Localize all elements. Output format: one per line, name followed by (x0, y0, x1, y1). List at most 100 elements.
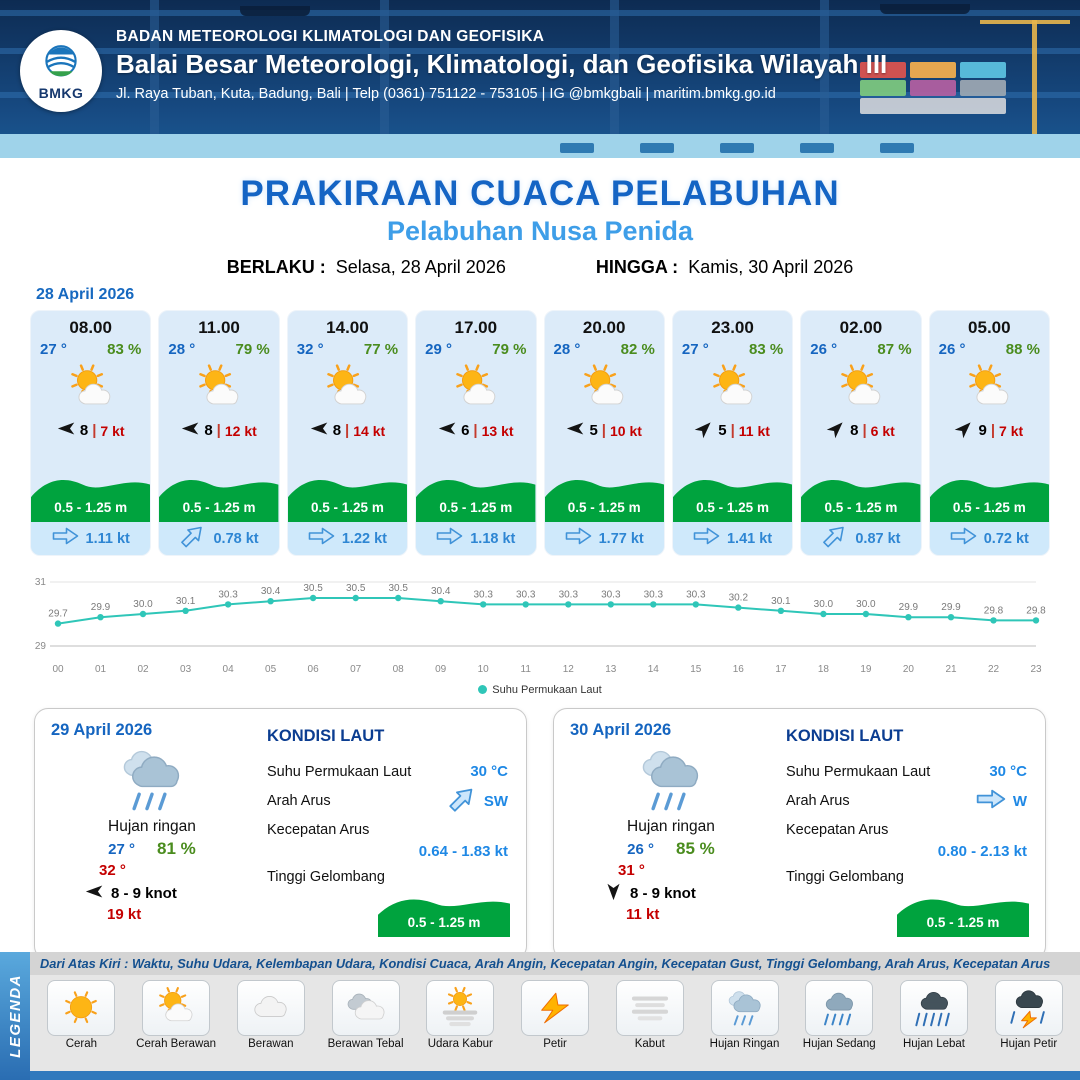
current-row: 1.41 kt (672, 522, 793, 555)
wave-height: 0.5 - 1.25 m (824, 500, 898, 515)
wave-height-row: Tinggi Gelombang (267, 869, 508, 885)
wave-height-band: 0.5 - 1.25 m (378, 887, 510, 937)
wind-speed: 5 (718, 422, 727, 439)
current-speed-row: Kecepatan Arus (267, 822, 508, 838)
wave-height-value: 0.5 - 1.25 m (926, 915, 1000, 930)
daily-wind-direction-icon (604, 883, 623, 903)
current-speed: 0.87 kt (855, 530, 901, 547)
gust-speed: 14 kt (353, 422, 386, 439)
svg-text:21: 21 (945, 664, 957, 675)
daily-wind-speed: 8 - 9 knot (630, 885, 696, 902)
sea-current-direction-icon (976, 789, 1006, 813)
sst-value: 30 °C (470, 763, 508, 780)
weather-condition-icon (416, 359, 535, 419)
air-temp: 29 ° (425, 341, 452, 358)
hourly-card: 23.00 27 ° 83 % 5 | 11 kt 0.5 - 1.25 m 1… (671, 310, 794, 556)
current-row: 1.77 kt (544, 522, 664, 555)
humidity: 83 % (749, 341, 784, 358)
wave-height-label: Tinggi Gelombang (785, 869, 904, 885)
svg-text:09: 09 (435, 664, 447, 675)
svg-text:30.1: 30.1 (771, 596, 791, 607)
legend-note: Dari Atas Kiri : Waktu, Suhu Udara, Kele… (30, 952, 1080, 975)
kabut-icon (615, 980, 684, 1036)
svg-text:30.5: 30.5 (303, 583, 323, 594)
title-section: PRAKIRAAN CUACA PELABUHAN Pelabuhan Nusa… (0, 158, 1080, 278)
header: BMKG BADAN METEOROLOGI KLIMATOLOGI DAN G… (0, 0, 1080, 158)
temp-row: 27 ° 83 % (31, 338, 150, 358)
wind-row: 9 | 7 kt (930, 421, 1049, 440)
temp-row: 28 ° 79 % (159, 338, 278, 358)
legend-item-label: Kabut (634, 1038, 665, 1050)
hourly-card: 17.00 29 ° 79 % 6 | 13 kt 0.5 - 1.25 m 1… (415, 310, 537, 556)
svg-text:30.3: 30.3 (473, 589, 493, 600)
udara-kabur-icon (426, 980, 495, 1036)
svg-text:29.9: 29.9 (91, 602, 111, 613)
validity-row: BERLAKU : Selasa, 28 April 2026 HINGGA :… (0, 257, 1080, 278)
air-temp: 27 ° (40, 341, 67, 358)
wind-direction-icon (694, 421, 714, 440)
weather-condition-icon (801, 359, 920, 419)
contact-line: Jl. Raya Tuban, Kuta, Badung, Bali | Tel… (116, 86, 776, 102)
sst-label: Suhu Permukaan Laut (785, 763, 931, 780)
weather-condition-icon (673, 359, 792, 419)
current-speed: 1.77 kt (598, 530, 644, 547)
page-title: PRAKIRAAN CUACA PELABUHAN (240, 174, 840, 213)
daily-humidity: 85 % (676, 839, 715, 858)
svg-text:30.5: 30.5 (388, 583, 408, 594)
wind-row: 8 | 7 kt (31, 421, 150, 440)
svg-text:05: 05 (265, 664, 277, 675)
legend-title: LEGENDA (6, 974, 24, 1058)
current-direction-icon (821, 526, 848, 550)
air-temp: 28 ° (553, 341, 581, 358)
legend-item: Cerah (34, 980, 129, 1050)
air-temp: 32 ° (296, 341, 324, 358)
current-row: 0.72 kt (929, 522, 1049, 555)
wave-height-band: 0.5 - 1.25 m (897, 887, 1029, 937)
time-label: 05.00 (968, 318, 1011, 337)
daily-wind-row: 8 - 9 knot (85, 884, 253, 903)
daily-temp-row: 27 ° 81 % (51, 839, 253, 859)
gust-speed: 11 kt (738, 422, 770, 439)
svg-text:16: 16 (733, 664, 745, 675)
wind-separator: | (730, 422, 735, 439)
daily-temp-min: 26 ° (627, 841, 655, 858)
weather-condition-icon (288, 359, 407, 419)
legend-item-label: Hujan Lebat (902, 1038, 965, 1050)
hourly-forecast-row: 08.00 27 ° 83 % 8 | 7 kt 0.5 - 1.25 m 1.… (0, 310, 1080, 556)
current-row: 1.11 kt (31, 522, 151, 555)
legend-section: LEGENDA Dari Atas Kiri : Waktu, Suhu Uda… (0, 952, 1080, 1080)
svg-text:30.1: 30.1 (176, 596, 196, 607)
wave-height-band: 0.5 - 1.25 m (929, 466, 1049, 522)
svg-text:29: 29 (35, 641, 47, 652)
current-row: 1.22 kt (287, 522, 408, 555)
legend-item: Hujan Sedang (792, 980, 887, 1050)
humidity: 83 % (107, 341, 142, 358)
svg-text:23: 23 (1030, 664, 1042, 675)
current-speed: 1.11 kt (85, 530, 130, 547)
sst-row: Suhu Permukaan Laut 30 °C (267, 763, 508, 780)
svg-text:30.2: 30.2 (729, 593, 749, 604)
current-speed-label: Kecepatan Arus (785, 822, 889, 838)
gust-speed: 12 kt (224, 422, 257, 439)
weather-condition-icon (930, 359, 1049, 419)
svg-text:30.4: 30.4 (431, 586, 451, 597)
wind-direction-icon (955, 421, 974, 440)
air-temp: 26 ° (938, 341, 966, 358)
weather-condition-icon (545, 359, 664, 419)
current-direction-icon (693, 527, 720, 550)
sea-current-direction-icon (447, 788, 477, 813)
svg-text:03: 03 (180, 664, 192, 675)
wave-height-band: 0.5 - 1.25 m (672, 466, 793, 522)
wind-direction-icon (57, 421, 76, 440)
hourly-card: 08.00 27 ° 83 % 8 | 7 kt 0.5 - 1.25 m 1.… (30, 310, 152, 556)
svg-text:30.0: 30.0 (133, 599, 153, 610)
chart-legend-label: Suhu Permukaan Laut (492, 684, 602, 696)
current-speed: 1.41 kt (726, 530, 773, 547)
legend-item-label: Hujan Ringan (709, 1038, 780, 1050)
current-direction-icon (308, 527, 335, 550)
svg-text:19: 19 (860, 664, 872, 675)
air-temp: 28 ° (168, 341, 196, 358)
legend-item-label: Hujan Sedang (802, 1038, 876, 1050)
svg-text:04: 04 (223, 664, 235, 675)
wind-speed: 8 (332, 422, 342, 439)
